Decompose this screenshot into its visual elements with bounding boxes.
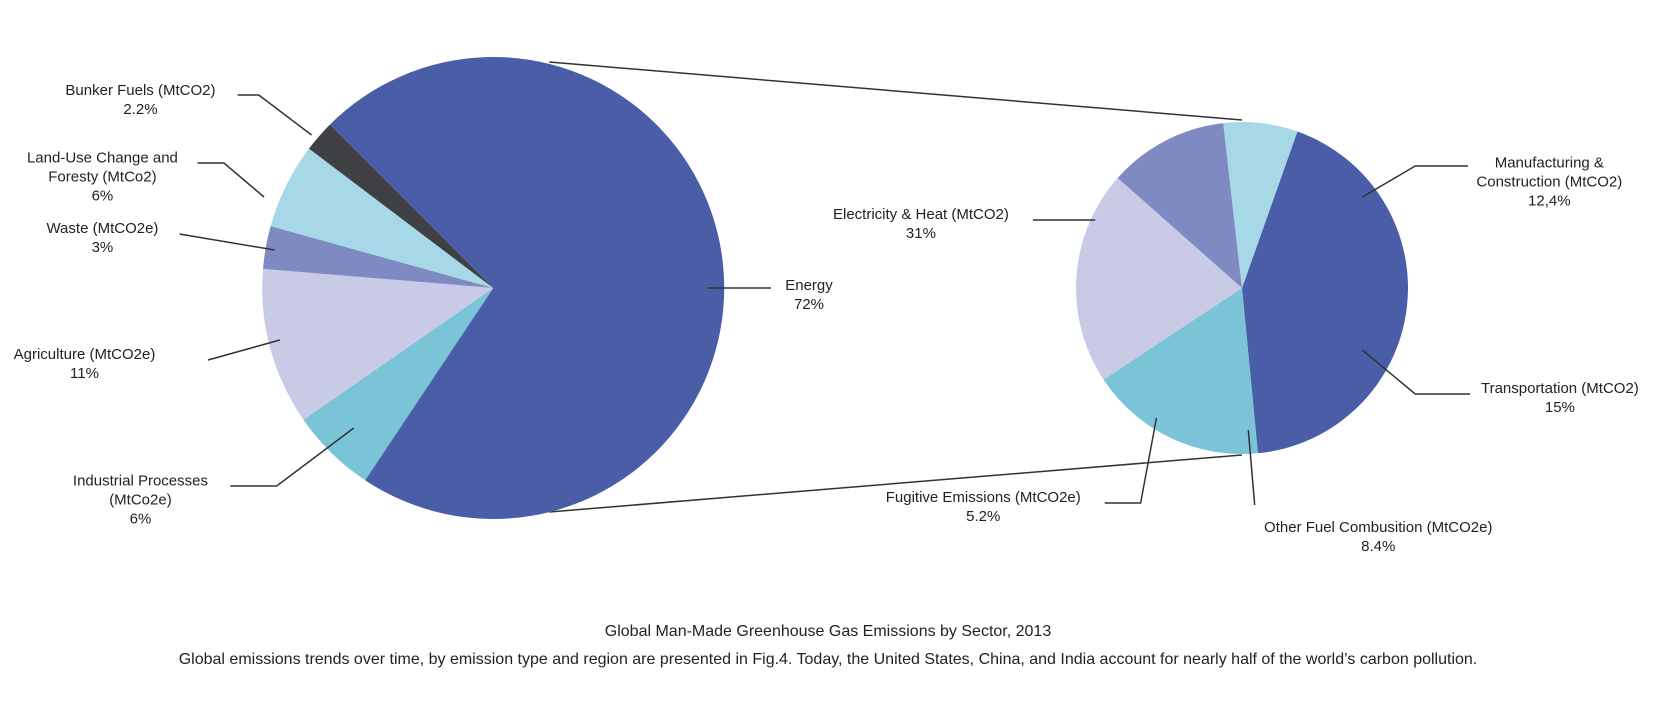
- connector-line: [549, 61, 1243, 121]
- slice-name: Manufacturing & Construction (MtCO2): [1476, 154, 1623, 191]
- slice-label: Land-Use Change and Foresty (MtCo2) 6%: [17, 149, 187, 206]
- slice-name: Bunker Fuels (MtCO2): [65, 82, 216, 99]
- leader-line: [230, 427, 355, 487]
- slice-label: Electricity & Heat (MtCO2) 31%: [816, 205, 1026, 243]
- slice-name: Industrial Processes (MtCo2e): [72, 472, 208, 509]
- slice-value: 11%: [70, 365, 99, 382]
- slice-name: Other Fuel Combusition (MtCO2e): [1264, 519, 1493, 536]
- pie-slice: [1223, 122, 1298, 289]
- slice-name: Energy: [785, 277, 833, 294]
- slice-label: Waste (MtCO2e) 3%: [32, 219, 172, 257]
- slice-name: Land-Use Change and Foresty (MtCo2): [26, 149, 178, 186]
- leader-line: [1362, 165, 1469, 198]
- pie-slice: [1117, 123, 1242, 288]
- slice-value: 31%: [905, 225, 936, 242]
- slice-label: Other Fuel Combusition (MtCO2e) 8.4%: [1248, 518, 1508, 556]
- leader-line: [197, 162, 265, 198]
- slice-label: Transportation (MtCO2) 15%: [1470, 379, 1650, 417]
- slice-name: Agriculture (MtCO2e): [13, 346, 156, 363]
- leader-line: [237, 94, 313, 136]
- pie-slice: [329, 56, 725, 520]
- slice-name: Waste (MtCO2e): [46, 220, 159, 237]
- slice-label: Agriculture (MtCO2e) 11%: [0, 345, 169, 383]
- leader-line: [1104, 417, 1158, 504]
- leader-line: [207, 339, 281, 361]
- slice-value: 15%: [1544, 399, 1575, 416]
- slice-value: 6%: [129, 510, 152, 528]
- leader-line: [1247, 429, 1256, 506]
- slice-name: Transportation (MtCO2): [1480, 380, 1639, 397]
- slice-name: Electricity & Heat (MtCO2): [833, 206, 1009, 223]
- slice-label: Manufacturing & Construction (MtCO2) 12,4…: [1464, 154, 1634, 211]
- pie-slice: [1242, 131, 1408, 454]
- leader-line: [179, 233, 275, 251]
- slice-label: Bunker Fuels (MtCO2) 2.2%: [55, 81, 225, 119]
- slice-value: 72%: [793, 296, 824, 313]
- slice-label: Industrial Processes (MtCo2e) 6%: [60, 472, 220, 529]
- pie-slice: [262, 268, 494, 420]
- caption-title: Global Man-Made Greenhouse Gas Emissions…: [604, 623, 1052, 640]
- slice-value: 5.2%: [966, 508, 1001, 525]
- pie-slice: [1076, 178, 1242, 380]
- slice-name: Fugitive Emissions (MtCO2e): [885, 489, 1081, 506]
- slice-label: Energy 72%: [764, 276, 854, 314]
- slice-value: 12,4%: [1528, 192, 1571, 210]
- slice-value: 6%: [91, 187, 114, 205]
- slice-label: Fugitive Emissions (MtCO2e) 5.2%: [873, 488, 1093, 526]
- leader-line: [1361, 349, 1471, 395]
- pie-slice: [263, 226, 494, 288]
- connector-line: [549, 454, 1243, 513]
- pie-slice: [303, 288, 494, 481]
- slice-value: 8.4%: [1361, 538, 1396, 555]
- pie-slice: [1103, 288, 1258, 454]
- caption-text: Global emissions trends over time, by em…: [178, 651, 1478, 668]
- pie-slice: [308, 124, 494, 289]
- pie-slice: [270, 148, 494, 288]
- slice-value: 2.2%: [123, 101, 158, 118]
- slice-value: 3%: [91, 239, 114, 256]
